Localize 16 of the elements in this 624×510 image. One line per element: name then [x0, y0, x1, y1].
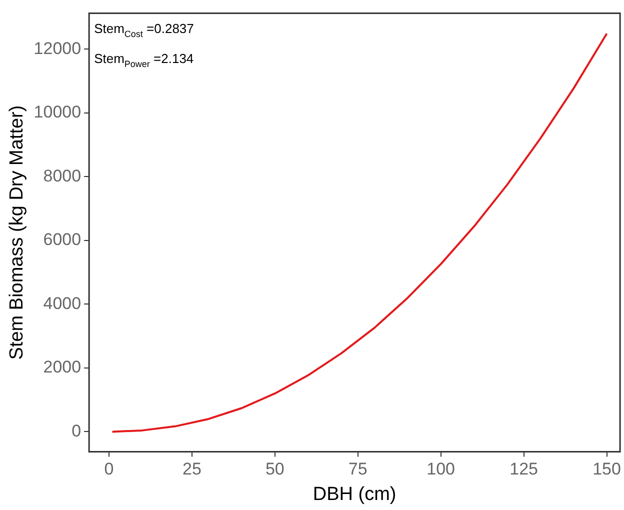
y-tick-label: 8000 — [43, 166, 82, 186]
y-tick-label: 10000 — [34, 102, 82, 122]
y-tick-label: 4000 — [43, 294, 82, 313]
x-tick-label: 75 — [348, 460, 368, 479]
x-tick-label: 0 — [104, 460, 114, 479]
x-tick-label: 125 — [510, 460, 538, 479]
y-axis-title: Stem Biomass (kg Dry Matter) — [6, 105, 28, 360]
x-tick-label: 100 — [426, 460, 456, 479]
y-tick-label: 12000 — [34, 38, 82, 58]
x-axis-title: DBH (cm) — [312, 484, 396, 505]
y-tick-label: 6000 — [43, 230, 82, 250]
x-tick-label: 150 — [592, 460, 621, 479]
x-tick-label: 50 — [265, 460, 284, 479]
y-tick-label: 2000 — [43, 358, 82, 377]
y-tick-label: 0 — [72, 421, 82, 440]
x-tick-label: 25 — [182, 460, 202, 479]
